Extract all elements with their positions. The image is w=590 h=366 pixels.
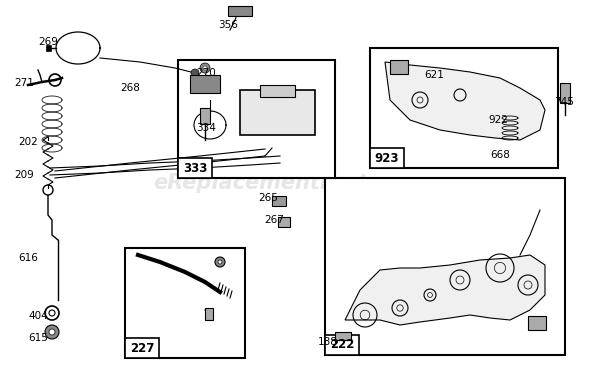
- Text: 202: 202: [18, 137, 38, 147]
- Bar: [200, 108, 210, 124]
- Bar: [46, 45, 51, 51]
- Bar: [335, 332, 351, 340]
- Text: 265: 265: [258, 193, 278, 203]
- Text: 268: 268: [120, 83, 140, 93]
- Bar: [325, 335, 359, 355]
- Bar: [228, 6, 252, 16]
- Bar: [178, 158, 212, 178]
- Circle shape: [203, 66, 207, 70]
- Text: 271: 271: [14, 78, 34, 88]
- Bar: [240, 90, 315, 135]
- Text: 668: 668: [490, 150, 510, 160]
- Circle shape: [215, 257, 225, 267]
- Text: 333: 333: [183, 161, 207, 175]
- Bar: [260, 85, 295, 97]
- Bar: [325, 178, 565, 355]
- Bar: [390, 60, 408, 74]
- Circle shape: [45, 325, 59, 339]
- Bar: [560, 83, 570, 103]
- Text: 404: 404: [28, 311, 48, 321]
- Text: 267: 267: [264, 215, 284, 225]
- Text: 270: 270: [196, 68, 216, 78]
- Text: 621: 621: [424, 70, 444, 80]
- Text: 188: 188: [318, 337, 338, 347]
- Bar: [272, 196, 286, 206]
- Bar: [370, 48, 558, 168]
- Text: 356: 356: [218, 20, 238, 30]
- Bar: [190, 75, 220, 93]
- Text: 334: 334: [196, 123, 216, 133]
- Bar: [178, 60, 335, 178]
- Polygon shape: [385, 62, 545, 140]
- Circle shape: [200, 63, 210, 73]
- Text: eReplacementParts.com: eReplacementParts.com: [153, 173, 437, 193]
- Text: 923: 923: [375, 152, 399, 164]
- Circle shape: [191, 69, 199, 77]
- Text: 209: 209: [14, 170, 34, 180]
- Bar: [205, 308, 213, 320]
- Text: 227: 227: [130, 341, 154, 355]
- Text: 745: 745: [554, 97, 574, 107]
- Text: 922: 922: [488, 115, 508, 125]
- Circle shape: [218, 260, 222, 264]
- Polygon shape: [345, 255, 545, 325]
- Bar: [125, 338, 159, 358]
- Text: 615: 615: [28, 333, 48, 343]
- Text: 616: 616: [18, 253, 38, 263]
- Text: 222: 222: [330, 339, 354, 351]
- Circle shape: [49, 329, 55, 335]
- Bar: [278, 217, 290, 227]
- Text: 269: 269: [38, 37, 58, 47]
- Bar: [370, 148, 404, 168]
- Bar: [528, 316, 546, 330]
- Bar: [125, 248, 245, 358]
